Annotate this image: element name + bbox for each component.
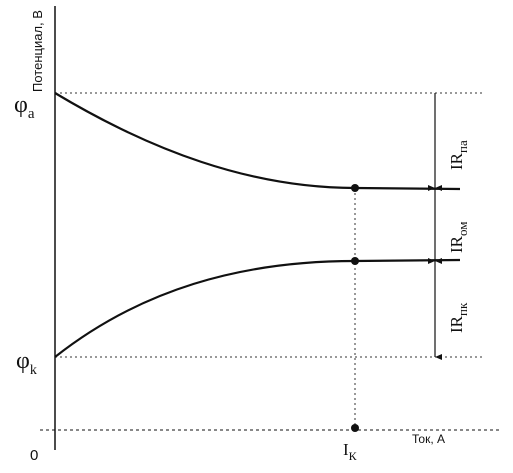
symbol: φ (14, 92, 28, 118)
phi-k-label: φk (16, 348, 37, 378)
symbol: I (343, 440, 349, 459)
phi-a-label: φa (14, 92, 35, 122)
subscript: ом (455, 222, 470, 236)
symbol: IR (447, 235, 466, 253)
symbol: IR (447, 152, 466, 170)
drop-label: IRпа (447, 140, 470, 170)
point (351, 424, 359, 432)
drop-label: IRпк (447, 302, 470, 333)
subscript: k (30, 363, 37, 378)
point (351, 257, 359, 265)
anode-curve (54, 92, 461, 191)
subscript: пк (455, 302, 470, 316)
point (351, 184, 359, 192)
subscript: a (28, 106, 35, 122)
symbol: φ (16, 348, 30, 374)
drop-label: IRом (447, 222, 470, 253)
current-label: IК (343, 440, 358, 463)
y-axis-label: Потенциал, В (30, 10, 45, 92)
subscript: па (455, 140, 470, 153)
subscript: К (349, 449, 358, 463)
origin-label: 0 (30, 447, 38, 464)
x-axis-label: Ток, А (412, 432, 445, 446)
symbol: IR (447, 315, 466, 333)
cathode-curve (54, 258, 461, 358)
